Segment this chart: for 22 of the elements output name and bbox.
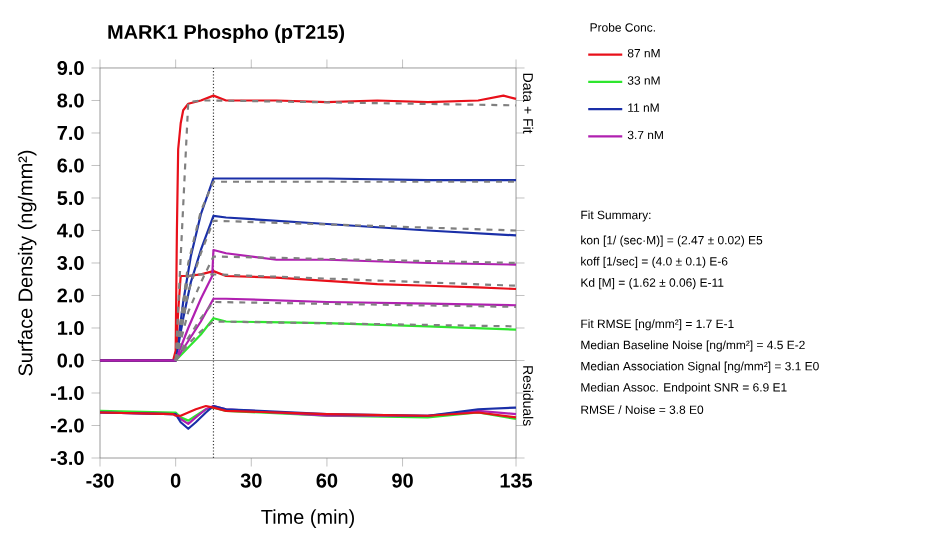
y-tick-label: 7.0 (57, 125, 84, 141)
x-tick-label: 60 (316, 473, 338, 488)
y-tick-label: 4.0 (57, 223, 84, 238)
x-tick-label: -30 (86, 473, 114, 488)
y-tick-label: 2.0 (57, 288, 84, 303)
y-tick-label: 9.0 (57, 60, 84, 76)
y-tick-label: 3.0 (57, 255, 84, 271)
y-tick-label: -1.0 (50, 385, 84, 401)
x-axis-title: Time (min) (261, 509, 354, 528)
chart-title: MARK1 Phospho (pT215) (108, 24, 345, 43)
x-tick-label: 90 (392, 473, 413, 488)
y-tick-label: 1.0 (58, 320, 84, 336)
y-tick-label: -2.0 (50, 418, 84, 433)
x-tick-label: 30 (240, 473, 262, 488)
y-tick-label: -3.0 (50, 450, 84, 466)
y-tick-label: 6.0 (57, 158, 84, 173)
y-axis-title: Surface Density (ng/mm²) (17, 150, 37, 376)
y-tick-label: 5.0 (57, 190, 84, 206)
x-tick-label: 0 (170, 473, 181, 488)
x-tick-label: 135 (500, 473, 533, 488)
y-tick-label: 8.0 (57, 93, 84, 108)
y-tick-label: 0.0 (57, 353, 84, 368)
